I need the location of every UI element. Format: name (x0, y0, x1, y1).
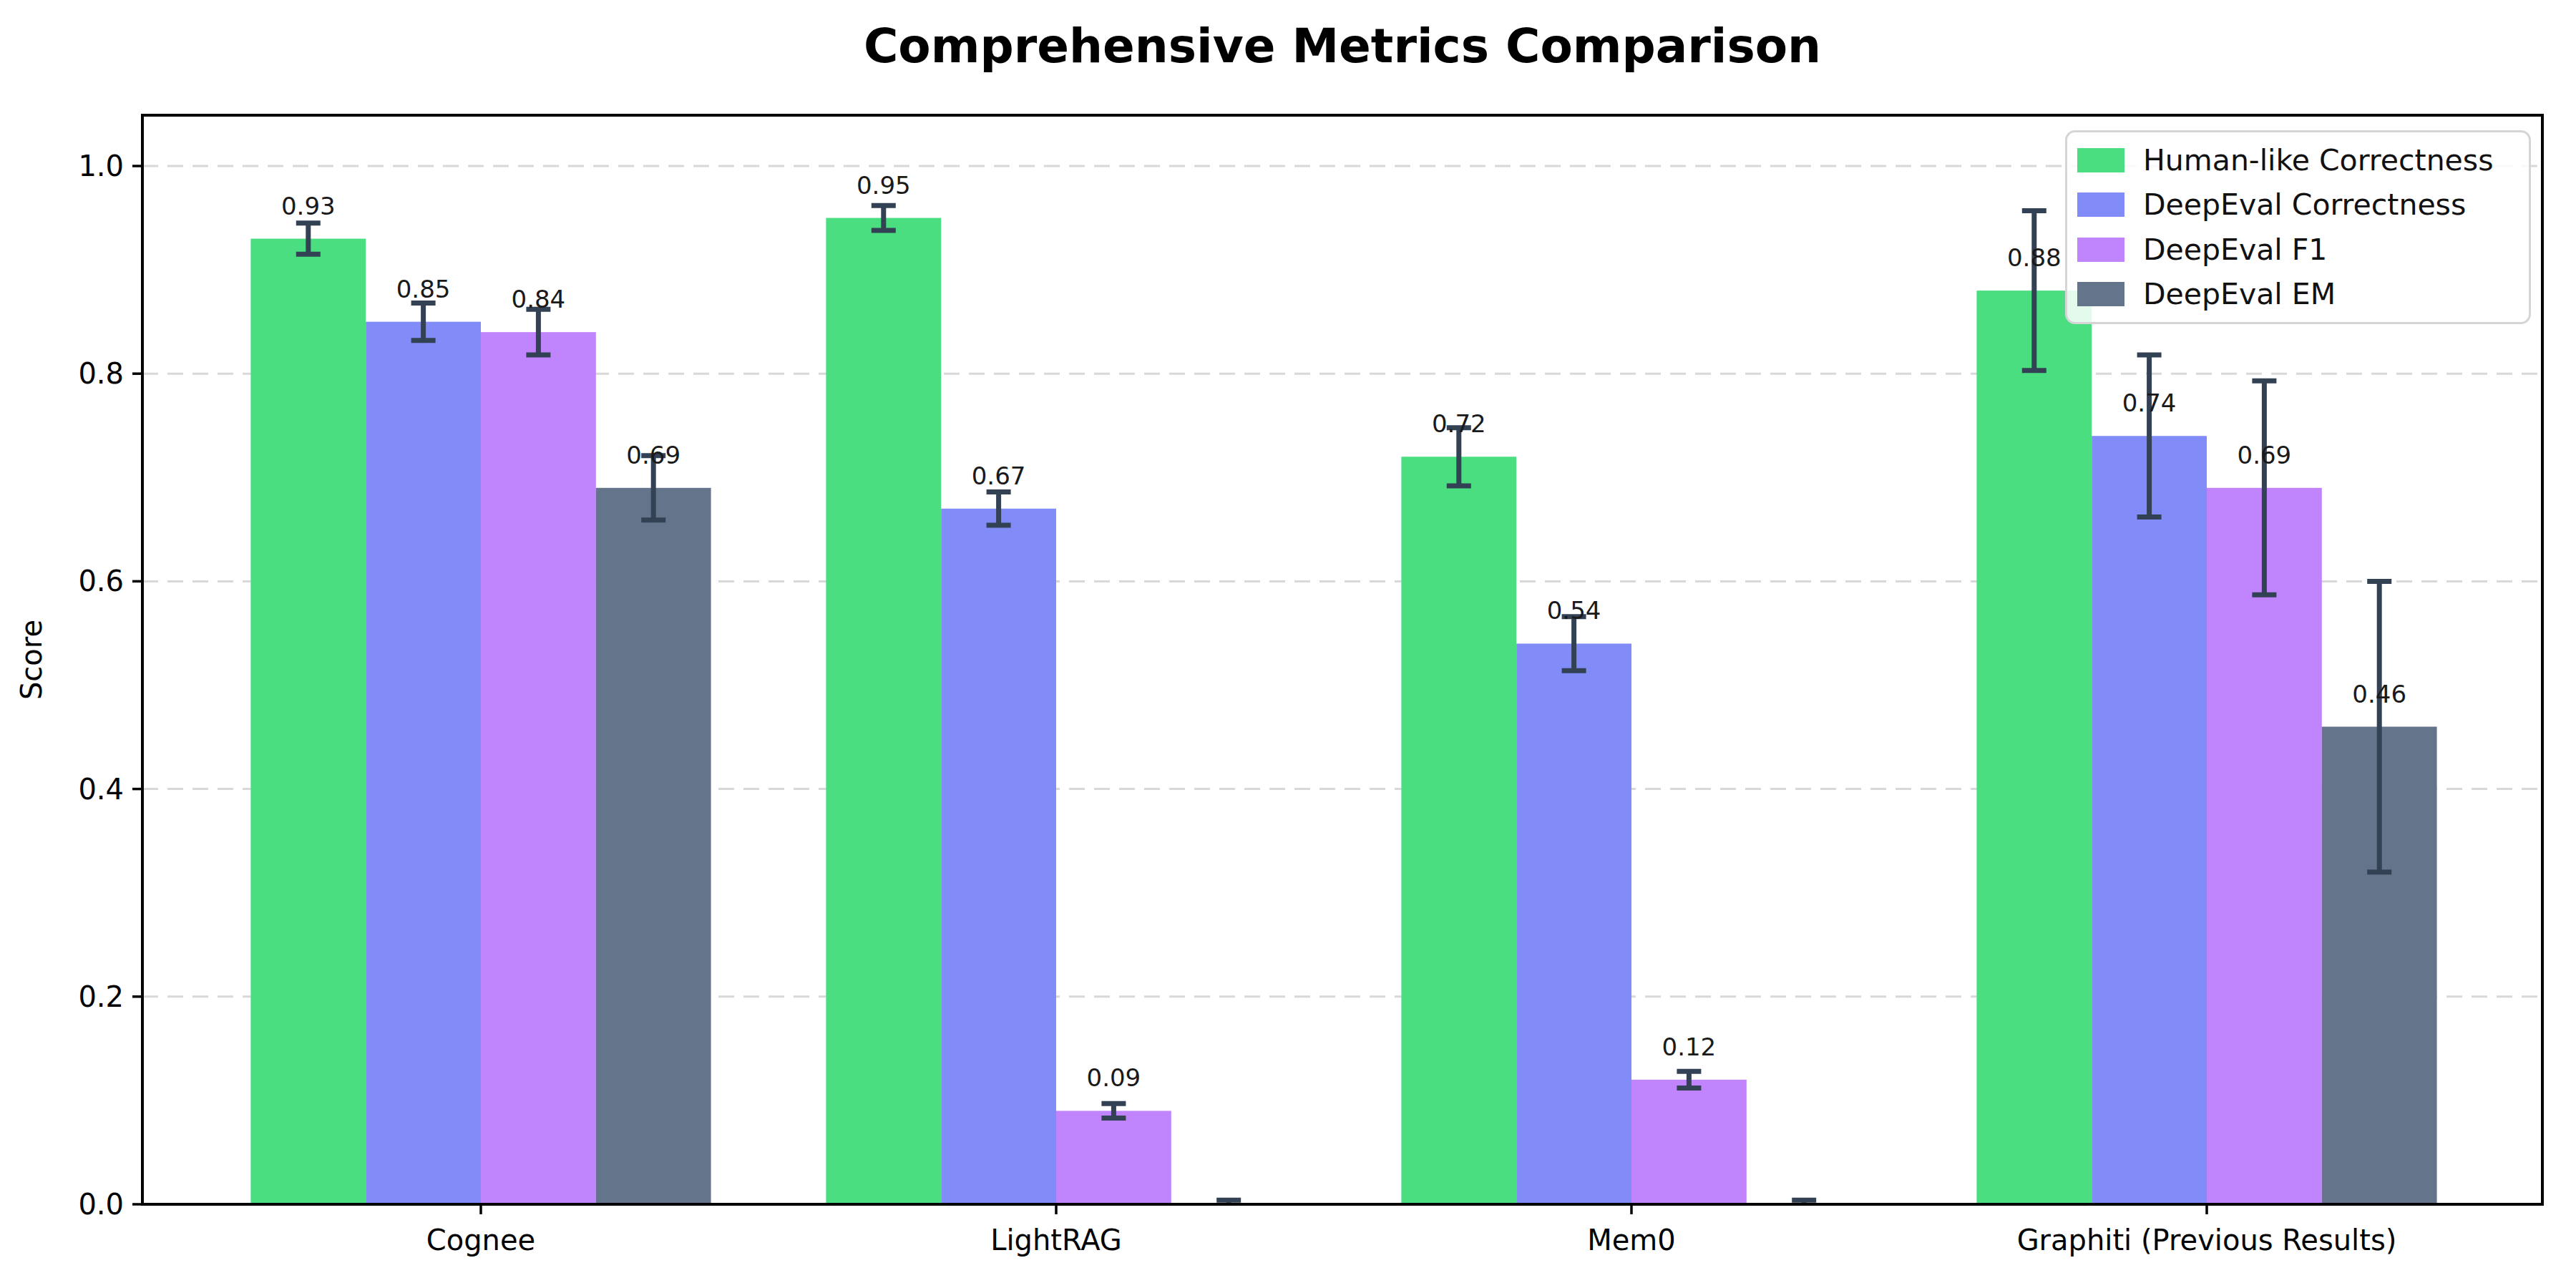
value-label: 0.72 (1432, 409, 1486, 438)
x-tick-label: Graphiti (Previous Results) (2017, 1224, 2397, 1257)
value-label: 0.88 (2007, 243, 2062, 272)
y-tick-label: 0.2 (78, 980, 124, 1013)
bar (2092, 436, 2207, 1204)
bar (1401, 457, 1516, 1204)
legend-row: DeepEval Correctness (2077, 187, 2529, 222)
value-label: 0.69 (626, 441, 680, 469)
bar (1516, 643, 1631, 1204)
legend-swatch-icon (2077, 238, 2124, 262)
y-tick-label: 1.0 (78, 150, 124, 182)
y-tick-label: 0.4 (78, 773, 124, 806)
bar (1631, 1080, 1747, 1204)
x-tick-label: Cognee (426, 1224, 535, 1257)
bar (250, 239, 366, 1204)
value-label: 0.95 (857, 171, 911, 200)
x-tick-label: Mem0 (1587, 1224, 1676, 1257)
legend-label: DeepEval Correctness (2143, 187, 2466, 222)
value-label: 0.54 (1547, 596, 1601, 625)
bars-layer (250, 205, 2436, 1209)
value-label: 0.09 (1087, 1063, 1141, 1092)
y-axis-label: Score (15, 620, 48, 700)
y-tick-label: 0.8 (78, 357, 124, 390)
legend-swatch-icon (2077, 282, 2124, 306)
legend-row: DeepEval F1 (2077, 233, 2529, 267)
value-label: 0.84 (512, 285, 566, 313)
legend-label: DeepEval F1 (2143, 233, 2327, 267)
bar (481, 332, 596, 1204)
value-label: 0.69 (2238, 441, 2292, 469)
legend: Human-like Correctness DeepEval Correctne… (2065, 130, 2531, 324)
legend-swatch-icon (2077, 148, 2124, 172)
y-tick-label: 0.0 (78, 1188, 124, 1221)
value-label: 0.74 (2122, 389, 2177, 417)
value-label: 0.12 (1662, 1033, 1717, 1061)
y-tick-label: 0.6 (78, 565, 124, 597)
bar (826, 218, 941, 1204)
bar (366, 322, 481, 1204)
bar (596, 488, 711, 1204)
figure: Comprehensive Metrics Comparison 0.930.9… (0, 0, 2576, 1288)
x-tick-label: LightRAG (990, 1224, 1122, 1257)
value-label: 0.46 (2352, 680, 2406, 708)
bar (1976, 291, 2092, 1204)
legend-label: Human-like Correctness (2143, 143, 2494, 177)
value-label: 0.93 (281, 192, 336, 220)
bar (941, 509, 1056, 1204)
value-label: 0.67 (972, 462, 1026, 490)
legend-row: DeepEval EM (2077, 277, 2529, 311)
legend-label: DeepEval EM (2143, 277, 2336, 311)
value-label: 0.85 (396, 275, 451, 303)
legend-row: Human-like Correctness (2077, 143, 2529, 177)
legend-swatch-icon (2077, 192, 2124, 217)
bar (1056, 1111, 1171, 1204)
